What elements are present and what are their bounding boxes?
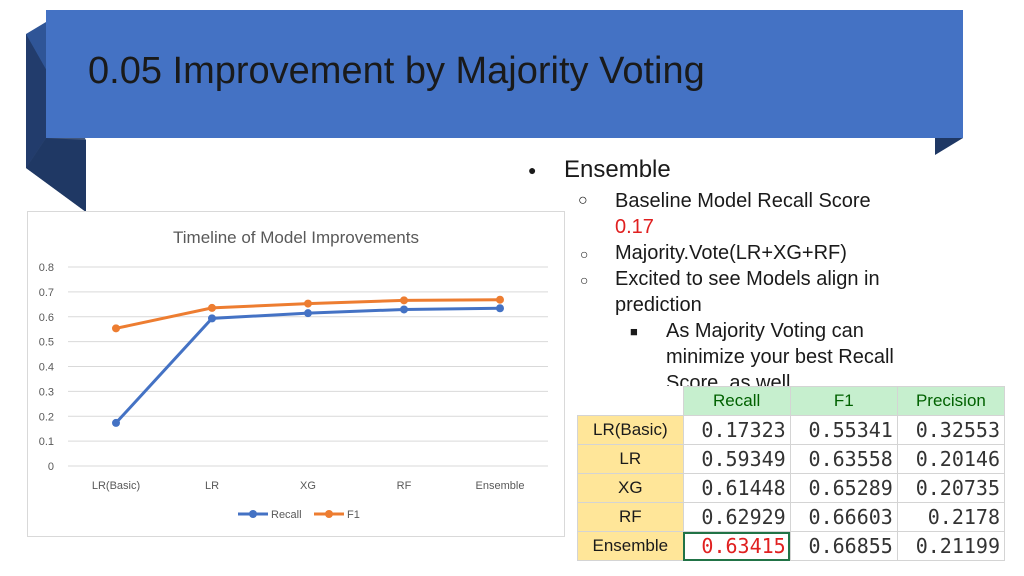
bullet-majority-can: As Majority Voting can <box>666 320 864 342</box>
scores-table-wrap: Recall F1 Precision LR(Basic) 0.17323 0.… <box>577 386 1006 561</box>
table-cell[interactable]: 0.65289 <box>789 473 898 503</box>
bullet-excited: Excited to see Models align in <box>615 268 880 290</box>
legend-label: Recall <box>271 509 302 521</box>
bullet-score-as-well: Score, as well <box>666 372 791 386</box>
table-row: LR(Basic) 0.17323 0.55341 0.32553 <box>577 415 1006 445</box>
table-cell[interactable]: 0.2178 <box>896 502 1006 532</box>
data-point <box>112 418 120 427</box>
series-lines <box>112 295 504 427</box>
y-tick-label: 0.4 <box>39 362 54 374</box>
table-cell[interactable]: 0.21199 <box>896 531 1006 561</box>
table-cell[interactable]: 0.32553 <box>896 415 1006 445</box>
line-chart: Timeline of Model Improvements 0 0.1 0.2 0.… <box>39 228 548 521</box>
legend-swatch-dot <box>325 510 333 518</box>
table-cell[interactable]: 0.66855 <box>789 531 898 561</box>
y-tick-label: 0.7 <box>39 287 54 299</box>
x-axis-ticks: LR(Basic) LR XG RF Ensemble <box>92 480 525 492</box>
gridlines <box>68 266 548 467</box>
bullet-baseline: Baseline Model Recall Score <box>615 190 871 212</box>
y-tick-label: 0.1 <box>39 436 54 448</box>
chart-container: Timeline of Model Improvements 0 0.1 0.2 0.… <box>27 211 565 537</box>
data-point <box>496 304 504 313</box>
table-cell[interactable]: 0.62929 <box>682 502 791 532</box>
table-row: LR 0.59349 0.63558 0.20146 <box>577 444 1006 474</box>
table-row: XG 0.61448 0.65289 0.20735 <box>577 473 1006 503</box>
data-point <box>304 299 312 308</box>
table-cell[interactable]: 0.59349 <box>682 444 791 474</box>
y-tick-label: 0.3 <box>39 386 54 398</box>
x-tick-label: RF <box>397 480 412 492</box>
table-corner <box>577 386 684 416</box>
sub-bullet-marker: ○ <box>580 246 589 262</box>
sub-bullet-marker: ○ <box>578 192 588 209</box>
legend-swatch-dot <box>249 510 257 518</box>
x-tick-label: Ensemble <box>476 480 525 492</box>
bullet-minimize: minimize your best Recall <box>666 346 894 368</box>
chart-legend: Recall F1 <box>238 509 360 521</box>
table-cell[interactable]: 0.63558 <box>789 444 898 474</box>
scores-table: Recall F1 Precision LR(Basic) 0.17323 0.… <box>577 386 1006 561</box>
banner-fold-right <box>935 138 963 155</box>
row-label: LR(Basic) <box>577 415 684 445</box>
data-point <box>208 303 216 312</box>
x-tick-label: XG <box>300 480 316 492</box>
table-row: Ensemble 0.63415 0.66855 0.21199 <box>577 531 1006 561</box>
series-line-recall <box>114 306 501 424</box>
table-cell[interactable]: 0.20735 <box>896 473 1006 503</box>
data-point <box>400 305 408 314</box>
baseline-score: 0.17 <box>615 216 654 238</box>
row-label: XG <box>577 473 684 503</box>
page-title: 0.05 Improvement by Majority Voting <box>88 50 705 92</box>
title-banner <box>46 10 963 138</box>
data-point <box>112 324 120 333</box>
x-tick-label: LR <box>205 480 219 492</box>
table-cell[interactable]: 0.55341 <box>789 415 898 445</box>
data-point <box>304 309 312 318</box>
data-point <box>496 295 504 304</box>
y-axis-ticks: 0 0.1 0.2 0.3 0.4 0.5 0.6 0.7 0.8 <box>39 262 54 473</box>
bullet-ensemble: Ensemble <box>564 156 671 183</box>
col-header-precision: Precision <box>896 386 1006 416</box>
row-label: Ensemble <box>577 531 684 561</box>
y-tick-label: 0.6 <box>39 312 54 324</box>
bullet-list: ● Ensemble ○ Baseline Model Recall Score… <box>520 154 990 386</box>
square-bullet-marker: ■ <box>630 324 638 339</box>
row-label: LR <box>577 444 684 474</box>
sub-bullet-marker: ○ <box>580 272 589 288</box>
table-cell[interactable]: 0.66603 <box>789 502 898 532</box>
table-header-row: Recall F1 Precision <box>577 386 1006 416</box>
bullet-marker: ● <box>528 162 537 178</box>
bullet-majority-vote: Majority.Vote(LR+XG+RF) <box>615 242 847 264</box>
col-header-recall: Recall <box>682 386 791 416</box>
x-tick-label: LR(Basic) <box>92 480 140 492</box>
table-cell[interactable]: 0.17323 <box>682 415 791 445</box>
data-point <box>400 296 408 305</box>
y-tick-label: 0 <box>48 461 54 473</box>
row-label: RF <box>577 502 684 532</box>
col-header-f1: F1 <box>789 386 898 416</box>
y-tick-label: 0.5 <box>39 337 54 349</box>
y-tick-label: 0.2 <box>39 411 54 423</box>
table-row: RF 0.62929 0.66603 0.2178 <box>577 502 1006 532</box>
legend-label: F1 <box>347 509 360 521</box>
y-tick-label: 0.8 <box>39 262 54 274</box>
chart-title: Timeline of Model Improvements <box>173 228 419 247</box>
table-cell[interactable]: 0.20146 <box>896 444 1006 474</box>
table-cell-highlighted[interactable]: 0.63415 <box>682 531 791 561</box>
table-cell[interactable]: 0.61448 <box>682 473 791 503</box>
data-point <box>208 314 216 323</box>
bullet-excited-cont: prediction <box>615 294 702 316</box>
